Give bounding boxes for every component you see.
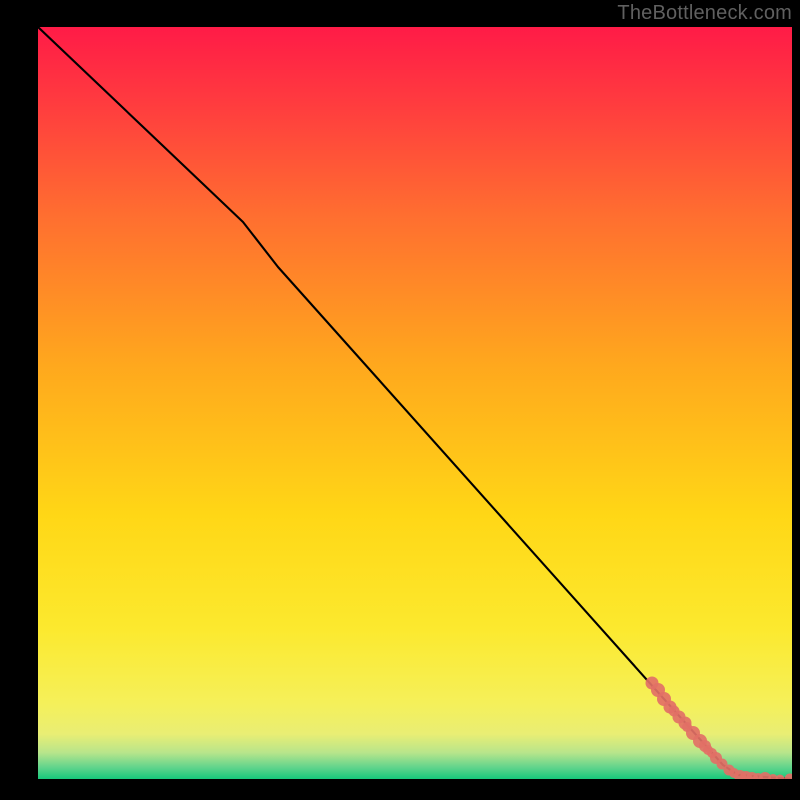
chart-container: TheBottleneck.com [0,0,800,800]
bottleneck-curve [38,27,792,779]
plot-area [38,27,792,779]
chart-overlay [38,27,792,779]
data-point [785,774,793,780]
data-point [776,775,785,780]
watermark-text: TheBottleneck.com [617,2,792,25]
data-markers [646,677,793,780]
